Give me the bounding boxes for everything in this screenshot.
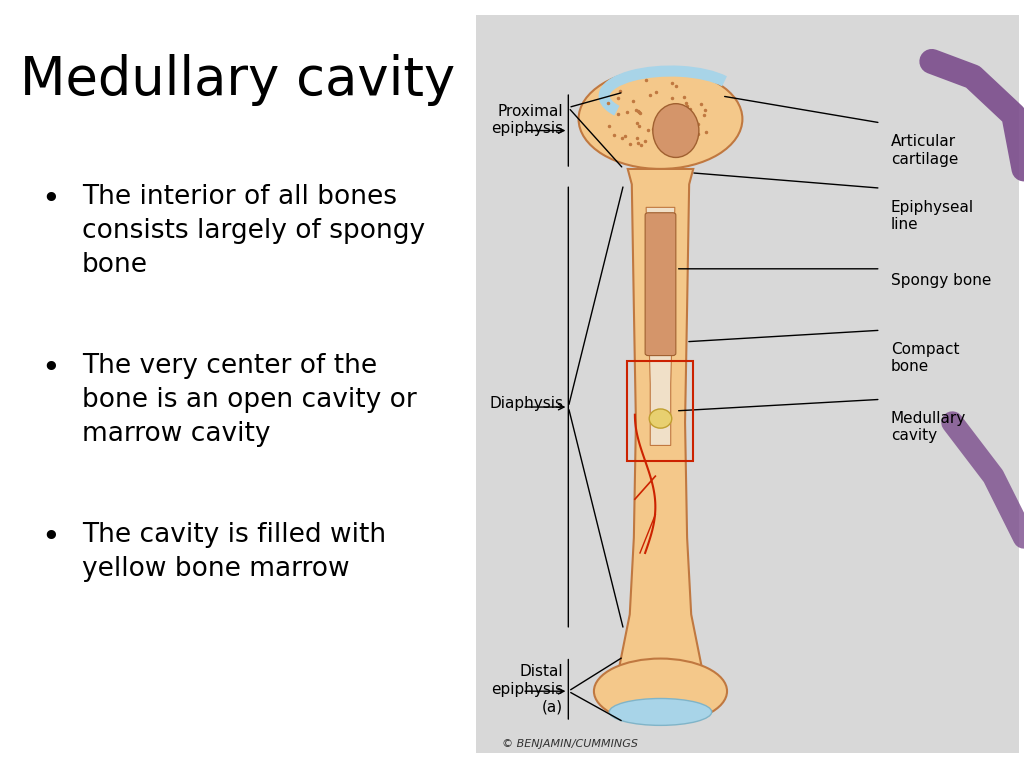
FancyBboxPatch shape [645,213,676,356]
Text: Epiphyseal
line: Epiphyseal line [891,200,974,232]
FancyBboxPatch shape [476,15,1019,753]
Text: Medullary
cavity: Medullary cavity [891,411,966,443]
Text: © BENJAMIN/CUMMINGS: © BENJAMIN/CUMMINGS [502,739,638,749]
Text: Diaphysis: Diaphysis [489,396,563,411]
Ellipse shape [594,658,727,723]
Ellipse shape [653,104,699,157]
Ellipse shape [609,699,712,725]
Text: The interior of all bones
consists largely of spongy
bone: The interior of all bones consists large… [82,184,425,278]
Bar [627,361,693,461]
Polygon shape [609,169,712,707]
Text: Distal
epiphysis
(a): Distal epiphysis (a) [492,664,563,714]
Text: •: • [41,353,59,384]
Text: Spongy bone: Spongy bone [891,273,991,288]
Polygon shape [646,207,675,445]
Text: •: • [41,184,59,215]
Text: Articular
cartilage: Articular cartilage [891,134,958,167]
Text: Medullary cavity: Medullary cavity [20,54,456,106]
Ellipse shape [649,409,672,429]
Text: The very center of the
bone is an open cavity or
marrow cavity: The very center of the bone is an open c… [82,353,417,447]
Text: Compact
bone: Compact bone [891,342,959,374]
Text: The cavity is filled with
yellow bone marrow: The cavity is filled with yellow bone ma… [82,522,386,582]
Ellipse shape [579,69,742,169]
Text: Proximal
epiphysis: Proximal epiphysis [492,104,563,136]
Text: •: • [41,522,59,553]
